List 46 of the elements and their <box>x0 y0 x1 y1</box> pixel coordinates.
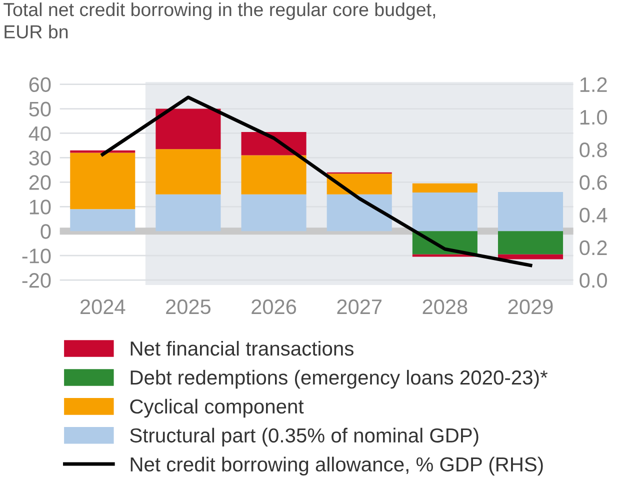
x-tick-label: 2028 <box>422 299 468 314</box>
y-tick-label: 60 <box>29 77 51 92</box>
bar <box>156 149 221 194</box>
y2-tick-label: 0.2 <box>580 240 607 256</box>
y2-tick-label: 0.0 <box>580 273 607 288</box>
bar <box>156 194 221 232</box>
y-tick-label: 50 <box>29 102 51 117</box>
y-tick-label: 30 <box>29 150 51 166</box>
legend-label: Net financial transactions <box>130 340 354 356</box>
bar <box>241 155 306 194</box>
y2-tick-label: 0.8 <box>580 142 607 158</box>
bar <box>70 150 136 153</box>
bar <box>156 108 221 150</box>
x-tick-label: 2027 <box>337 299 382 314</box>
y-tick-label: 40 <box>28 126 51 141</box>
legend-label: Structural part (0.35% of nominal GDP) <box>130 428 478 447</box>
y2-tick-label: 1.2 <box>580 77 607 92</box>
bar <box>326 174 392 194</box>
chart-title: Total net credit borrowing in the regular core budget, EUR bn <box>4 2 436 38</box>
x-tick-label: 2029 <box>508 299 553 314</box>
bar <box>498 192 564 232</box>
y-tick-label: 0 <box>40 224 51 239</box>
y-tick-label: 20 <box>29 175 51 190</box>
legend-label: Cyclical component <box>130 398 304 418</box>
line-series <box>100 96 532 268</box>
bar <box>70 209 136 232</box>
bar <box>241 132 306 156</box>
bar <box>326 194 392 232</box>
y2-tick-label: 0.4 <box>580 208 608 223</box>
bar <box>498 254 564 260</box>
y-tick-label: 10 <box>30 200 51 214</box>
y-tick-label: -10 <box>22 248 51 264</box>
bar <box>498 231 564 254</box>
bar <box>241 194 306 232</box>
y2-tick-label: 1.0 <box>580 110 607 125</box>
legend-label: Net credit borrowing allowance, % GDP (RHS) <box>130 456 543 476</box>
bar <box>412 183 478 192</box>
x-tick-label: 2024 <box>80 299 126 314</box>
legend-label: Debt redemptions (emergency loans 2020-23)* <box>130 370 548 389</box>
y-tick-label: -20 <box>22 273 51 288</box>
y2-tick-label: 0.6 <box>580 175 607 190</box>
x-tick-label: 2026 <box>252 299 296 314</box>
bar <box>412 254 478 257</box>
bar <box>412 192 478 232</box>
x-tick-label: 2025 <box>166 299 211 314</box>
bar <box>70 152 136 210</box>
